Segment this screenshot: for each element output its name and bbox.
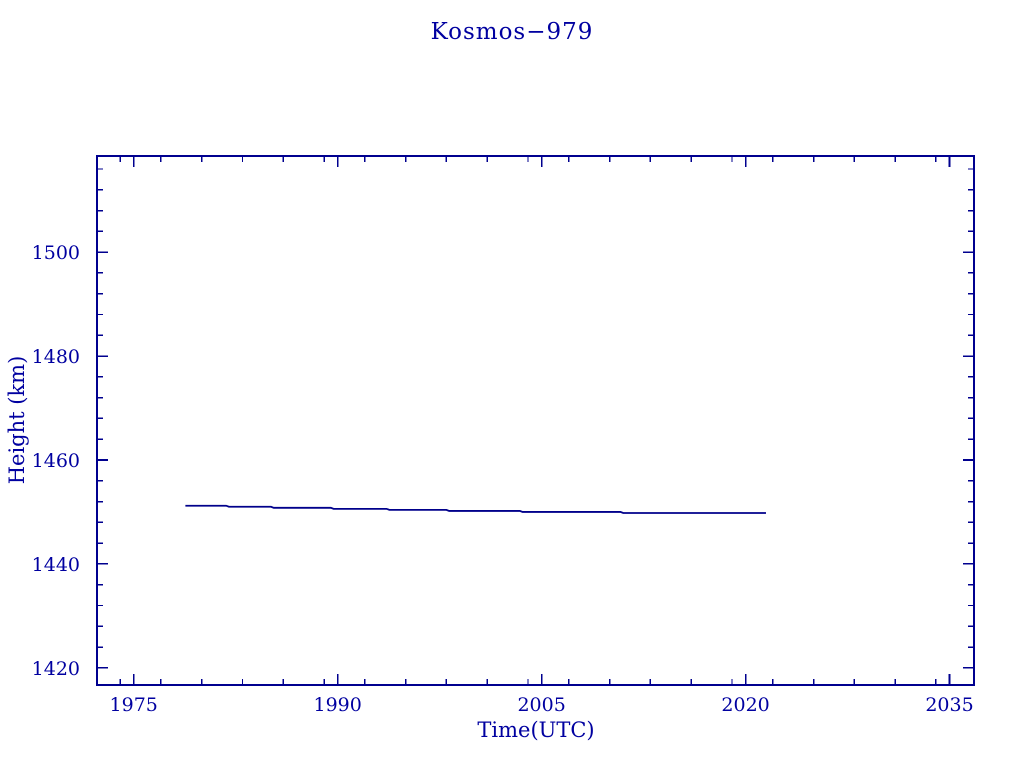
x-axis-title: Time(UTC) [477, 718, 594, 742]
plot-frame-border [96, 155, 975, 686]
x-axis-major-ticks [132, 156, 951, 685]
y-axis-tick-labels: 1420 1440 1460 1480 1500 [32, 242, 80, 680]
y-tick-label: 1500 [32, 242, 80, 264]
x-tick-label: 2020 [721, 694, 769, 716]
x-axis-minor-ticks [119, 156, 937, 685]
x-axis-tick-labels: 1975 1990 2005 2020 2035 [110, 694, 974, 716]
chart-title: Kosmos−979 [431, 19, 594, 45]
y-tick-label: 1480 [32, 346, 80, 368]
height-data-series [185, 504, 766, 514]
y-tick-label: 1460 [32, 450, 80, 472]
y-tick-label: 1440 [32, 554, 80, 576]
y-axis-title: Height (km) [5, 356, 29, 485]
x-tick-label: 2035 [925, 694, 973, 716]
x-tick-label: 1975 [110, 694, 158, 716]
y-tick-label: 1420 [32, 658, 80, 680]
y-axis-minor-ticks [97, 168, 974, 648]
y-axis-major-ticks [97, 251, 974, 669]
x-tick-label: 2005 [517, 694, 565, 716]
x-tick-label: 1990 [313, 694, 361, 716]
